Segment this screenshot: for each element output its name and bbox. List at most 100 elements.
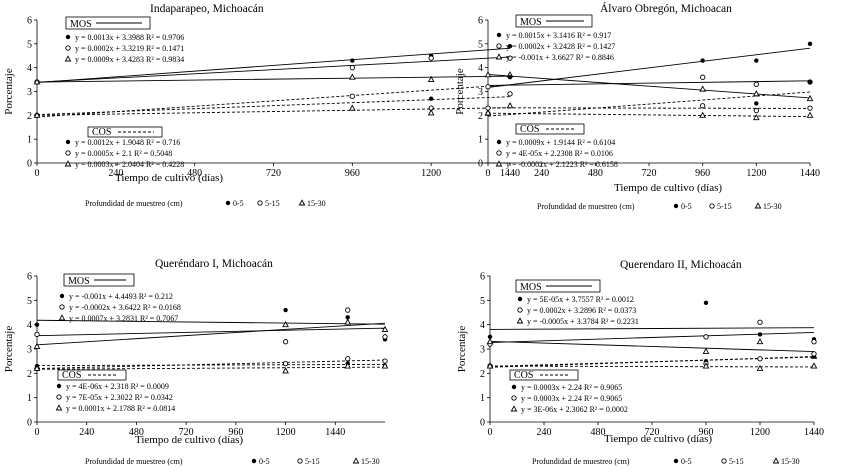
chart-title: Indaparapeo, Michoacán xyxy=(150,3,264,15)
mos-point-0-5 xyxy=(283,307,288,313)
cos-point-15-30 xyxy=(427,109,435,116)
mos-equation: y = 0.0002x + 3.2896 R² = 0.0373 xyxy=(527,306,636,315)
x-tick-label: 720 xyxy=(266,168,281,179)
mos-point-0-5 xyxy=(350,58,355,63)
depth-legend-marker xyxy=(772,457,780,464)
cos-point-5-15 xyxy=(507,91,513,97)
cos-equation: y = 4E-05x + 2.2308 R² = 0.0106 xyxy=(506,149,613,158)
cos-label-box xyxy=(57,369,127,381)
cos-point-15-30 xyxy=(699,111,707,118)
mos-equation-marker xyxy=(495,53,503,60)
mos-label: MOS xyxy=(70,19,92,30)
mos-point-15-30 xyxy=(33,78,41,85)
cos-point-15-30 xyxy=(806,111,814,118)
mos-point-0-5 xyxy=(700,58,705,63)
y-tick-label: 4 xyxy=(478,63,483,74)
mos-equation: y = 0.0002x + 3.2428 R² = 0.1427 xyxy=(506,42,615,51)
depth-legend-label: 0-5 xyxy=(259,457,270,466)
cos-point-15-30 xyxy=(33,111,41,118)
depth-legend-label: 15-30 xyxy=(781,457,800,466)
y-tick-label: 3 xyxy=(27,345,32,356)
cos-equation-marker xyxy=(65,150,71,156)
cos-trendline-0-5 xyxy=(36,363,386,367)
mos-equation-marker xyxy=(65,34,71,40)
depth-legend-label: 0-5 xyxy=(233,199,244,208)
y-axis-label: Porcentaje xyxy=(456,326,468,373)
y-tick-label: 0 xyxy=(27,418,32,429)
x-tick-label: 240 xyxy=(537,427,552,438)
mos-equation-marker xyxy=(59,304,65,310)
cos-point-15-30 xyxy=(344,362,352,369)
x-axis-label: Tiempo de cultivo (días) xyxy=(115,172,223,184)
cos-label-box xyxy=(515,123,585,135)
depth-legend-label: 15-30 xyxy=(361,457,380,466)
cos-point-5-15 xyxy=(700,103,706,109)
mos-trendline-15-30 xyxy=(487,74,811,99)
mos-point-5-15 xyxy=(485,84,491,90)
mos-point-15-30 xyxy=(486,337,494,345)
cos-point-15-30 xyxy=(506,102,514,109)
cos-equation: y = 0.0003x + 2.0404 R² = 0.4228 xyxy=(75,160,184,169)
mos-label: MOS xyxy=(520,282,542,293)
cos-point-15-30 xyxy=(484,109,492,116)
y-tick-label: 2 xyxy=(478,111,483,122)
cos-point-15-30 xyxy=(702,362,710,369)
x-tick-label: 0 xyxy=(488,427,493,438)
cos-point-5-15 xyxy=(282,360,289,367)
cos-trendline-15-30 xyxy=(489,365,815,368)
mos-equation-marker xyxy=(59,293,65,299)
cos-point-0-5 xyxy=(754,101,759,106)
y-tick-label: 1 xyxy=(478,135,483,146)
mos-point-5-15 xyxy=(34,331,40,338)
chart-panel-2: 0 1 2 3 4 5 6 0 240 480 720 960 1200 1440 Álvaro Obreg… xyxy=(454,1,820,211)
chart-title: Querendaro II, Michoacán xyxy=(620,259,742,271)
mos-equation-marker xyxy=(517,296,523,302)
mos-point-5-15 xyxy=(703,334,709,340)
cos-equation-marker xyxy=(496,139,502,145)
mos-point-15-30 xyxy=(484,71,492,78)
depth-legend-label: 5-15 xyxy=(265,199,280,208)
mos-point-15-30 xyxy=(348,73,356,80)
x-tick-label: 720 xyxy=(642,168,657,179)
mos-point-0-5 xyxy=(703,300,709,305)
y-tick-label: 5 xyxy=(27,296,32,307)
cos-equation: y = -0.0002x + 2.1223 R² = 0.6158 xyxy=(506,160,618,169)
cos-equation-marker xyxy=(65,139,71,145)
y-tick-label: 5 xyxy=(27,39,32,50)
x-tick-label: 720 xyxy=(179,427,194,438)
y-tick-label: 4 xyxy=(480,320,485,331)
depth-legend-title: Profundidad de muestreo (cm) xyxy=(85,199,183,208)
cos-point-15-30 xyxy=(810,362,818,369)
x-tick-label: 720 xyxy=(645,427,660,438)
y-axis-label: Porcentaje xyxy=(454,68,466,115)
cos-equation: y = 0.0003x + 2.24 R² = 0.9065 xyxy=(521,383,622,392)
depth-legend-label: 5-15 xyxy=(729,457,744,466)
mos-point-5-15 xyxy=(345,307,351,313)
cos-equation: y = 0.0009x + 1.9144 R² = 0.6104 xyxy=(506,138,615,147)
x-axis-label: Tiempo de cultivo (días) xyxy=(614,182,722,194)
depth-legend-label: 15-30 xyxy=(763,202,782,211)
cos-label: COS xyxy=(520,124,539,135)
x-tick-label: 240 xyxy=(108,168,123,179)
y-axis-label: Porcentaje xyxy=(3,326,15,373)
mos-equation: y = 0.0009x + 3.4283 R² = 0.9834 xyxy=(75,55,184,64)
cos-equation-marker xyxy=(64,160,72,167)
cos-label: COS xyxy=(62,370,81,381)
chart-panel-4: 0 1 2 3 4 5 6 0 240 480 720 960 1200 1440 Querendaro I… xyxy=(456,259,824,466)
x-tick-label: 240 xyxy=(79,427,94,438)
cos-equation: y = 0.0005x + 2.1 R² = 0.5048 xyxy=(75,149,172,158)
y-axis-label: Porcentaje xyxy=(3,68,15,115)
x-tick-label: 960 xyxy=(345,168,360,179)
x-tick-label: 1440 xyxy=(800,168,820,179)
cos-point-15-30 xyxy=(348,104,356,111)
x-tick-label: 1440 xyxy=(325,427,345,438)
mos-point-5-15 xyxy=(382,334,388,340)
chart-title: Queréndaro I, Michoacán xyxy=(155,258,273,270)
depth-legend-marker xyxy=(352,457,360,464)
mos-equation-marker xyxy=(496,32,502,38)
mos-point-5-15 xyxy=(282,339,289,345)
mos-point-15-30 xyxy=(282,320,289,328)
